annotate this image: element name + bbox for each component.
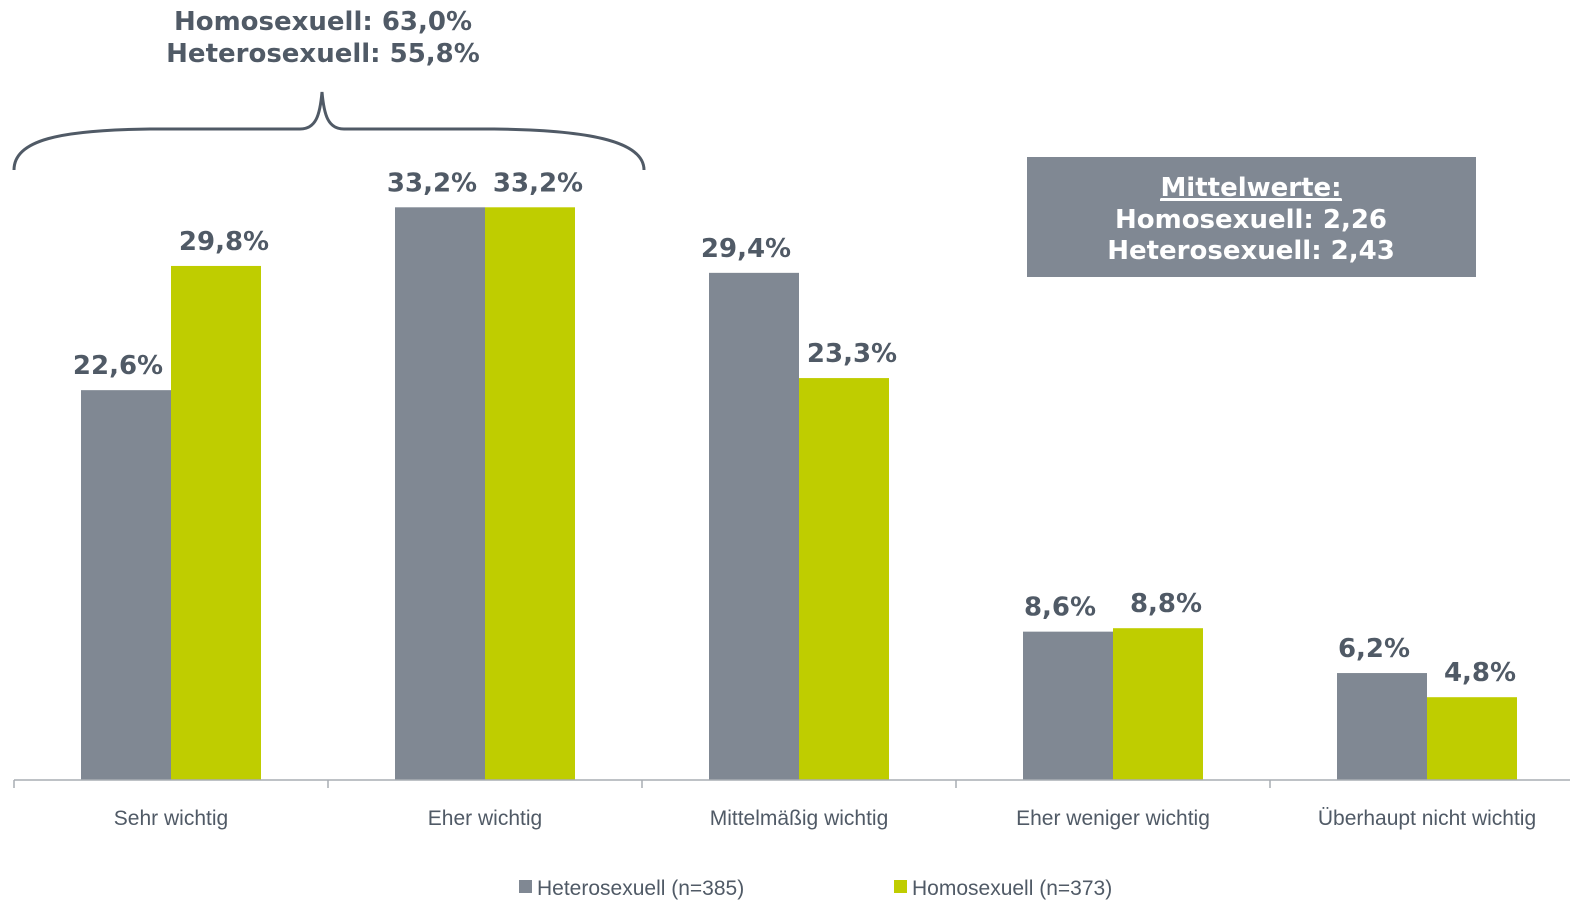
- bar-homo-0: [171, 265, 261, 780]
- bracket-annotation: Homosexuell: 63,0% Heterosexuell: 55,8%: [12, 7, 646, 171]
- bar-hetero-4: [1337, 673, 1427, 780]
- bar-homo-2: [799, 378, 889, 780]
- category-label-4: Überhaupt nicht wichtig: [1318, 807, 1536, 830]
- x-axis: Sehr wichtig Eher wichtig Mittelmäßig wich…: [13, 779, 1570, 830]
- value-label-homo-1: 33,2%: [493, 168, 583, 198]
- bar-homo-3: [1113, 628, 1203, 780]
- means-box-homo: Homosexuell: 2,26: [1115, 205, 1387, 235]
- value-label-hetero-2: 29,4%: [701, 234, 791, 264]
- value-label-homo-2: 23,3%: [807, 339, 897, 369]
- value-label-homo-3: 8,8%: [1130, 589, 1202, 619]
- bar-hetero-2: [709, 272, 799, 780]
- value-label-homo-4: 4,8%: [1444, 658, 1516, 688]
- category-label-3: Eher weniger wichtig: [1016, 807, 1210, 830]
- means-box-background: [1027, 157, 1476, 277]
- means-box-hetero: Heterosexuell: 2,43: [1107, 236, 1395, 266]
- legend-label-hetero: Heterosexuell (n=385): [537, 877, 744, 900]
- bracket-text-hetero: Heterosexuell: 55,8%: [166, 39, 480, 69]
- category-label-1: Eher wichtig: [428, 807, 542, 830]
- value-label-hetero-3: 8,6%: [1024, 593, 1096, 623]
- legend: Heterosexuell (n=385) Homosexuell (n=373…: [519, 877, 1112, 900]
- bar-homo-1: [485, 207, 575, 781]
- legend-swatch-hetero: [519, 880, 532, 893]
- value-label-hetero-1: 33,2%: [387, 168, 477, 198]
- bar-hetero-3: [1023, 631, 1113, 780]
- value-label-hetero-4: 6,2%: [1338, 634, 1410, 664]
- legend-swatch-homo: [894, 880, 907, 893]
- curly-bracket: [12, 91, 646, 171]
- value-label-homo-0: 29,8%: [179, 227, 269, 257]
- bar-hetero-0: [81, 390, 171, 780]
- bracket-text-homo: Homosexuell: 63,0%: [174, 7, 472, 37]
- bar-homo-4: [1427, 697, 1517, 780]
- bars-layer: [81, 207, 1517, 781]
- category-label-2: Mittelmäßig wichtig: [710, 807, 889, 830]
- means-box-heading: Mittelwerte:: [1160, 173, 1341, 203]
- bar-hetero-1: [395, 207, 485, 781]
- category-label-0: Sehr wichtig: [114, 807, 228, 830]
- data-labels: 22,6% 29,8% 33,2% 33,2% 29,4% 23,3% 8,6% 8,8% 6,…: [73, 168, 1516, 688]
- legend-label-homo: Homosexuell (n=373): [912, 877, 1112, 900]
- means-box: Mittelwerte: Homosexuell: 2,26 Heterosex…: [1027, 157, 1476, 277]
- value-label-hetero-0: 22,6%: [73, 351, 163, 381]
